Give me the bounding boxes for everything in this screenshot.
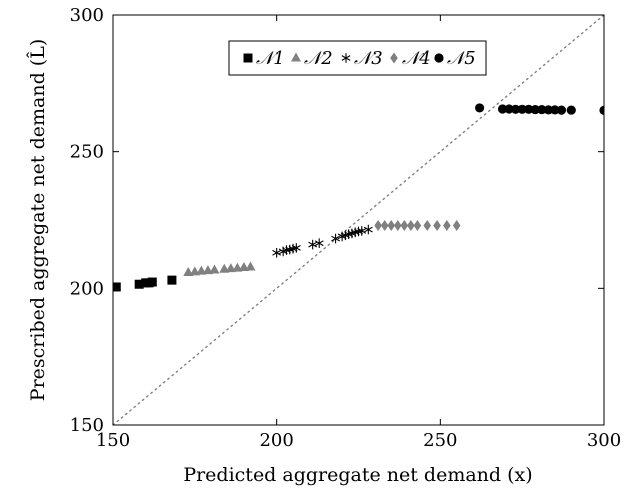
data-point-diamond xyxy=(413,219,422,231)
x-tick-label: 300 xyxy=(587,430,621,451)
data-point-circle xyxy=(497,104,508,114)
reference-line-layer xyxy=(113,15,604,425)
data-point-triangle xyxy=(245,261,256,271)
series-4 xyxy=(374,219,461,231)
data-point-diamond xyxy=(433,219,441,231)
data-point-star xyxy=(357,226,367,236)
data-point-star xyxy=(308,239,318,250)
legend-marker-diamond xyxy=(390,52,398,64)
data-point-diamond xyxy=(400,219,409,231)
x-tick-label: 200 xyxy=(259,430,293,451)
x-tick-label: 150 xyxy=(96,430,130,451)
series-3 xyxy=(272,224,373,258)
data-point-circle xyxy=(504,104,514,114)
x-tick-label: 250 xyxy=(423,430,457,451)
series-1 xyxy=(113,275,177,292)
legend-label: 𝒩2 xyxy=(304,48,333,69)
y-tick-label: 200 xyxy=(70,278,104,299)
y-axis-label: Prescribed aggregate net demand (L̂) xyxy=(27,39,49,401)
data-point-circle xyxy=(566,105,576,115)
y-tick-label: 300 xyxy=(70,5,104,26)
data-point-square xyxy=(167,275,177,285)
reference-line-y-equals-x xyxy=(113,15,604,425)
data-point-star xyxy=(272,248,282,258)
legend-marker-circle xyxy=(434,53,444,63)
legend-marker-star xyxy=(341,53,351,63)
data-point-circle xyxy=(537,104,547,115)
x-axis-label: Predicted aggregate net demand (x) xyxy=(183,464,532,486)
data-point-star xyxy=(314,238,324,249)
plot-frame xyxy=(112,14,605,426)
data-point-diamond xyxy=(407,219,415,231)
y-tick-label: 250 xyxy=(70,142,104,163)
data-point-circle xyxy=(556,105,567,115)
data-point-circle xyxy=(543,105,553,115)
data-point-diamond xyxy=(380,219,389,231)
legend-label: 𝒩5 xyxy=(447,48,476,69)
data-point-diamond xyxy=(374,219,382,231)
data-point-square xyxy=(134,279,144,289)
data-point-diamond xyxy=(393,219,402,231)
data-point-diamond xyxy=(423,219,432,231)
legend-label: 𝒩3 xyxy=(354,48,383,69)
legend-label: 𝒩1 xyxy=(256,48,285,69)
data-point-circle xyxy=(599,105,604,115)
data-point-diamond xyxy=(387,219,396,231)
data-point-square xyxy=(147,277,157,287)
legend-marker-triangle xyxy=(291,52,301,62)
data-points-layer xyxy=(113,103,604,292)
data-point-circle xyxy=(475,103,485,113)
series-5 xyxy=(475,103,604,115)
data-point-diamond xyxy=(443,219,451,231)
data-point-star xyxy=(291,243,301,253)
data-point-circle xyxy=(530,104,540,115)
data-point-star xyxy=(331,233,341,244)
data-point-diamond xyxy=(452,219,461,231)
data-point-circle xyxy=(511,104,521,114)
series-2 xyxy=(183,261,256,276)
data-point-circle xyxy=(517,104,527,114)
legend: 𝒩1 𝒩2 𝒩3 𝒩4 𝒩5 xyxy=(228,40,487,76)
data-point-star xyxy=(363,224,373,235)
data-point-triangle xyxy=(209,264,220,274)
legend-marker-square xyxy=(243,53,253,63)
data-point-circle xyxy=(550,105,560,115)
data-point-circle xyxy=(524,104,534,114)
legend-label: 𝒩4 xyxy=(402,48,431,69)
data-point-square xyxy=(113,282,121,292)
axis-ticks: 150 200 250 300 150 200 250 300 xyxy=(70,5,622,451)
y-tick-label: 150 xyxy=(70,415,104,436)
